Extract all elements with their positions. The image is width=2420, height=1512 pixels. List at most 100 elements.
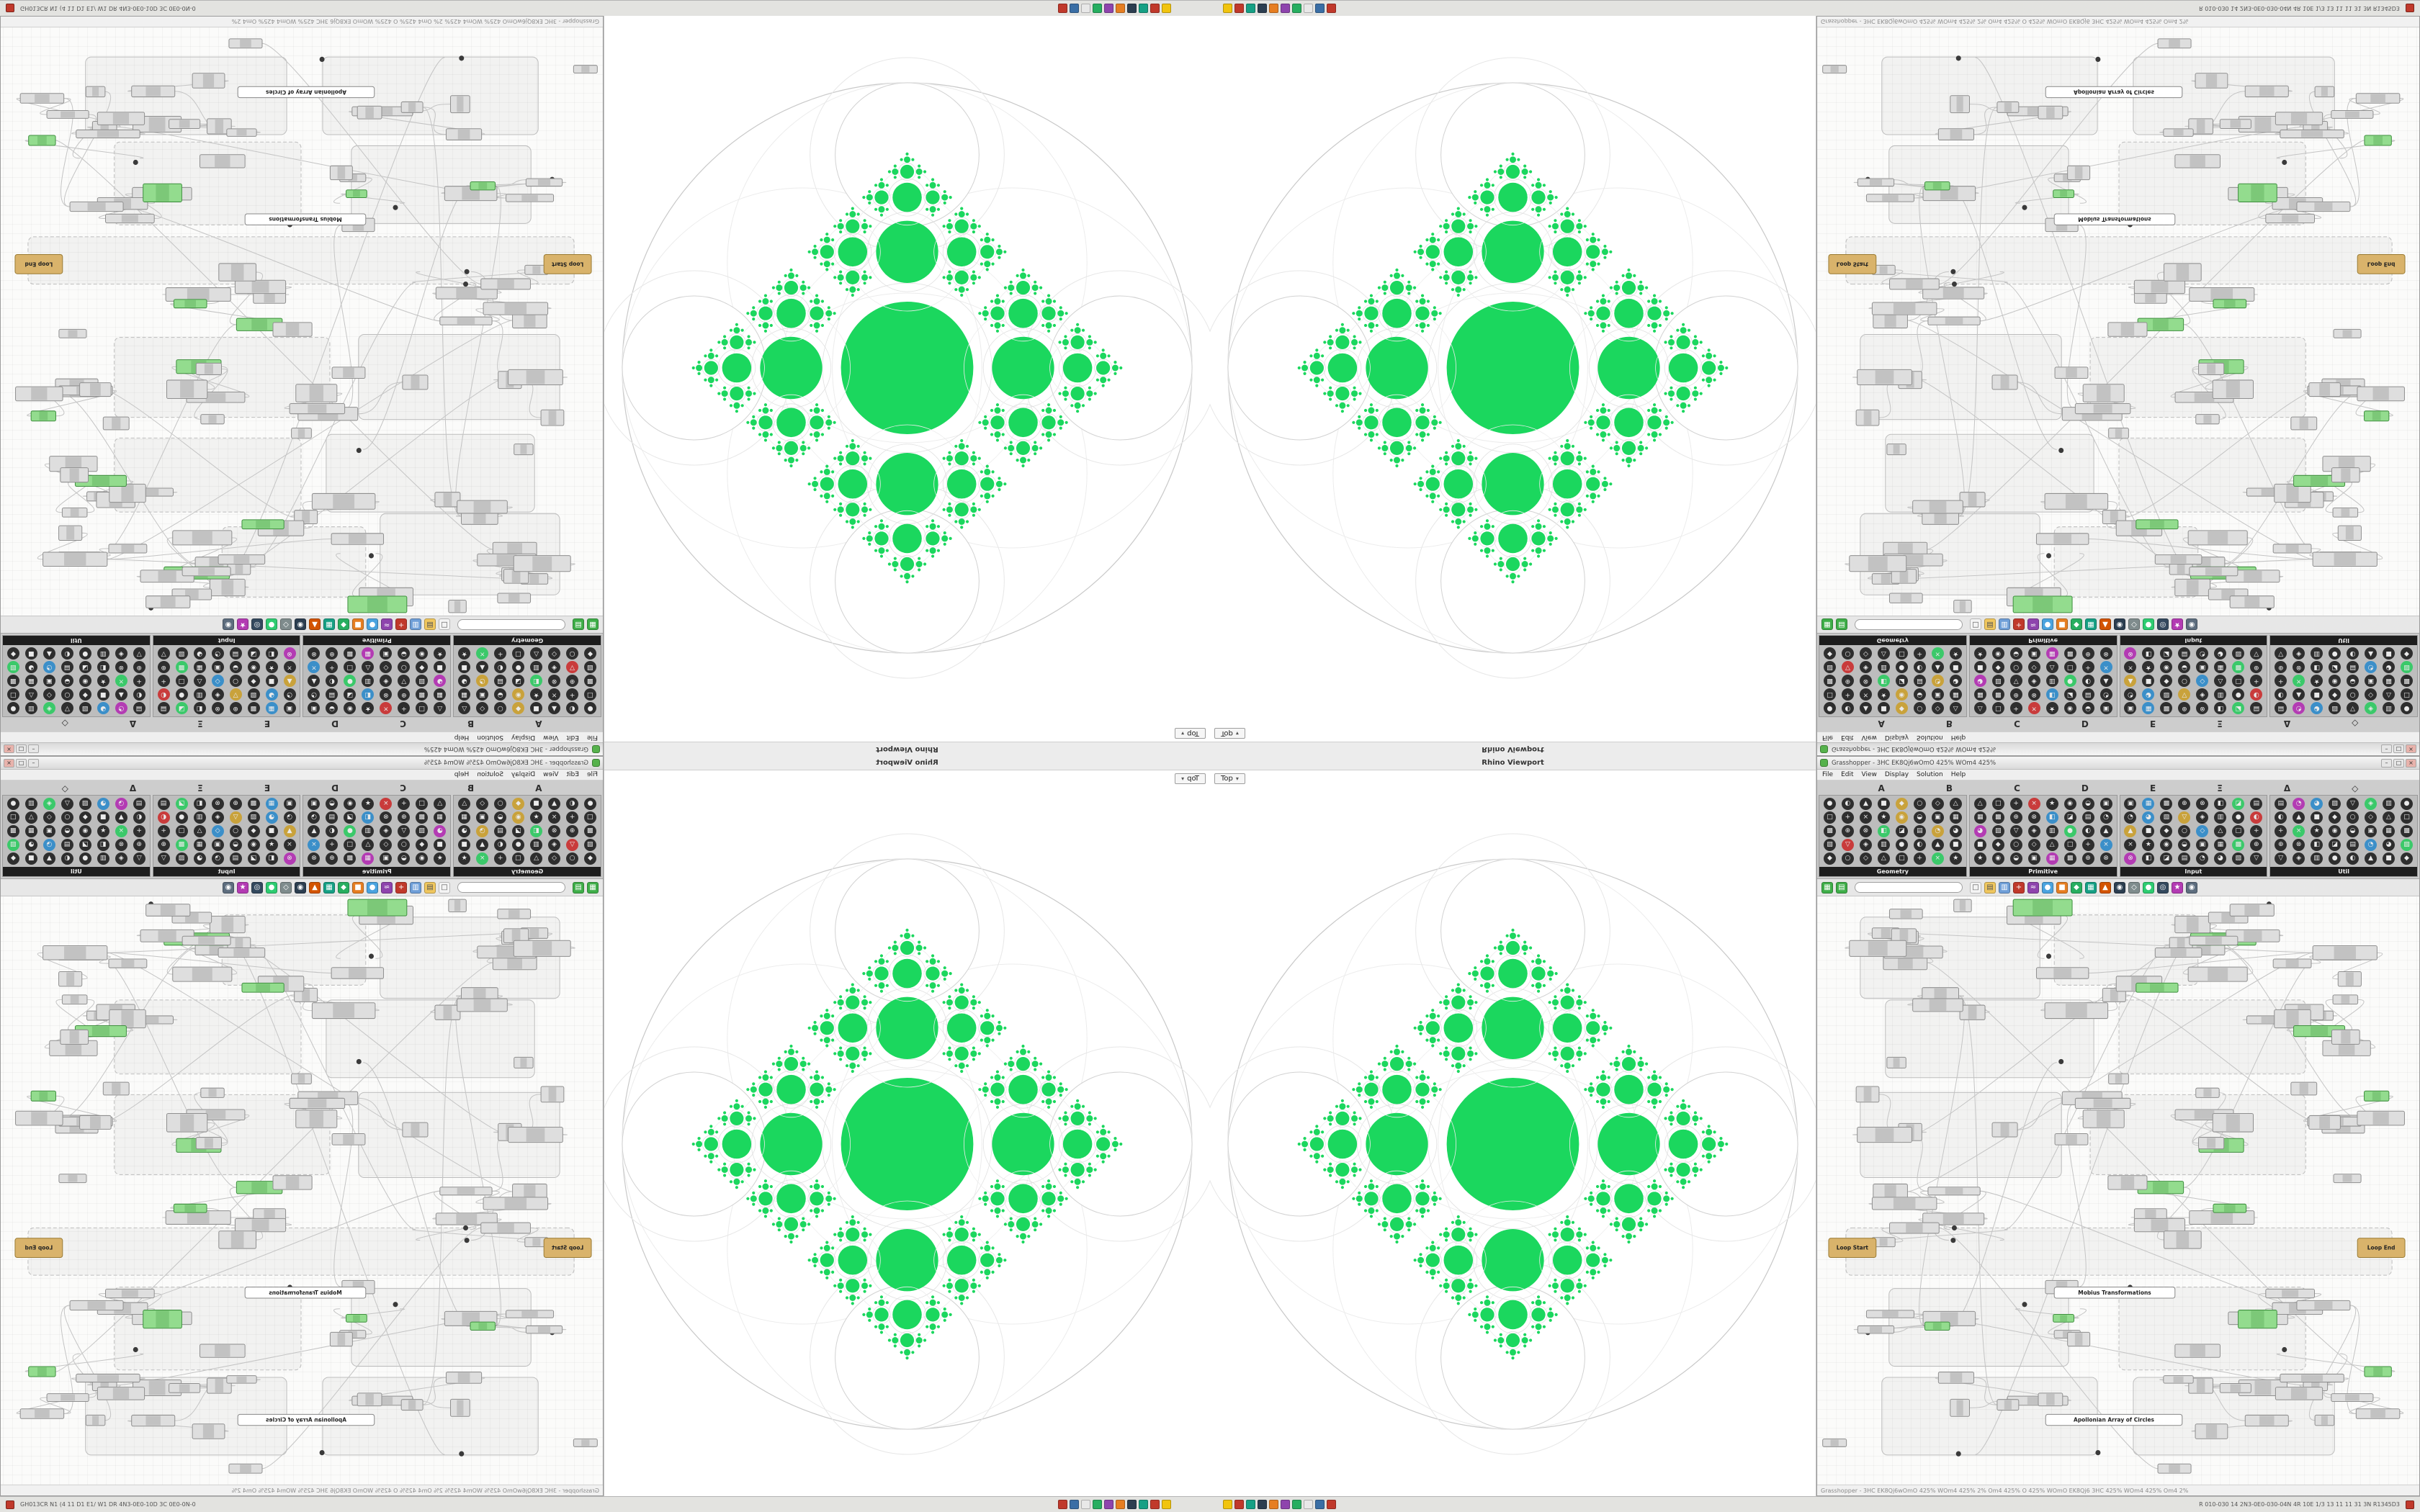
component-icon[interactable]: ◇ [42, 688, 55, 701]
component-icon[interactable]: ◧ [2214, 702, 2227, 714]
component-icon[interactable]: ★ [434, 647, 447, 660]
component-icon[interactable]: □ [2063, 839, 2076, 851]
component-icon[interactable]: ◪ [2329, 661, 2341, 673]
component-icon[interactable]: ⊗ [2293, 839, 2305, 851]
shaded-icon[interactable]: ● [266, 618, 277, 631]
component-icon[interactable]: ◪ [175, 798, 188, 810]
palette-tab-4[interactable]: E [264, 783, 271, 793]
menu-file[interactable]: File [1822, 734, 1834, 741]
label-node[interactable] [237, 1413, 375, 1426]
component-icon[interactable]: ◕ [1973, 675, 1986, 687]
menu-edit[interactable]: Edit [1841, 734, 1854, 741]
component-icon[interactable]: ▣ [1931, 811, 1944, 824]
palette-tab-4[interactable]: E [264, 719, 271, 729]
component-icon[interactable]: ◒ [2009, 852, 2022, 865]
component-icon[interactable]: ◇ [2196, 675, 2209, 687]
component-icon[interactable]: ▽ [2178, 688, 2191, 701]
component-icon[interactable]: ◇ [548, 647, 561, 660]
component-icon[interactable]: ⊕ [2178, 798, 2191, 810]
gh-param-node[interactable] [2282, 1346, 2287, 1353]
component-icon[interactable]: ▣ [42, 675, 55, 687]
component-icon[interactable]: ● [512, 839, 525, 851]
component-icon[interactable]: ▧ [1823, 661, 1836, 673]
component-icon[interactable]: □ [1895, 647, 1908, 660]
component-icon[interactable]: ▲ [308, 825, 321, 837]
component-icon[interactable]: ▧ [6, 661, 19, 673]
component-icon[interactable]: ⊕ [566, 675, 579, 687]
component-icon[interactable]: ○ [1913, 702, 1926, 714]
component-icon[interactable]: ◧ [2311, 661, 2323, 673]
search-input[interactable] [457, 619, 565, 630]
gh-param-node[interactable] [464, 269, 470, 274]
component-icon[interactable]: ○ [494, 702, 507, 714]
component-icon[interactable]: ▦ [24, 825, 37, 837]
component-icon[interactable]: × [308, 661, 321, 673]
component-icon[interactable]: ■ [265, 675, 278, 687]
gh-param-node[interactable] [1951, 1225, 1957, 1231]
component-icon[interactable]: ◆ [2329, 811, 2341, 824]
component-icon[interactable]: ◆ [2160, 825, 2173, 837]
component-icon[interactable]: ● [6, 702, 19, 714]
component-icon[interactable]: × [2293, 825, 2305, 837]
viewport-canvas[interactable] [604, 16, 1210, 726]
wireframe-icon[interactable]: ◇ [280, 618, 292, 631]
component-icon[interactable]: ⊕ [326, 647, 339, 660]
component-icon[interactable]: △ [193, 825, 206, 837]
component-icon[interactable]: ▥ [24, 798, 37, 810]
component-icon[interactable]: ■ [1949, 661, 1962, 673]
component-icon[interactable]: ◕ [434, 675, 447, 687]
component-icon[interactable]: ◆ [79, 811, 91, 824]
component-icon[interactable]: + [133, 825, 145, 837]
component-icon[interactable]: ◇ [380, 661, 393, 673]
component-icon[interactable]: ◒ [229, 661, 242, 673]
component-icon[interactable]: ▽ [60, 798, 73, 810]
component-icon[interactable]: ◇ [1931, 702, 1944, 714]
loop-node[interactable] [14, 253, 63, 274]
component-icon[interactable]: + [157, 675, 170, 687]
save-icon[interactable]: ▥ [1999, 618, 2010, 631]
component-icon[interactable]: ▲ [42, 647, 55, 660]
component-icon[interactable]: ⊗ [1859, 825, 1872, 837]
component-icon[interactable]: ▤ [157, 702, 170, 714]
component-icon[interactable]: ▧ [584, 661, 597, 673]
component-icon[interactable]: ● [175, 688, 188, 701]
tray-sync-icon[interactable] [1139, 4, 1149, 13]
component-icon[interactable]: ▥ [2045, 675, 2058, 687]
component-icon[interactable]: ◪ [2063, 688, 2076, 701]
loop-node[interactable] [2357, 1238, 2406, 1259]
component-icon[interactable]: ◉ [2329, 825, 2341, 837]
wireframe-icon[interactable]: ◇ [2128, 881, 2140, 894]
component-icon[interactable]: ★ [2142, 839, 2155, 851]
component-icon[interactable]: × [1859, 811, 1872, 824]
label-node[interactable] [2053, 213, 2176, 225]
point-icon[interactable]: + [395, 881, 407, 894]
component-icon[interactable]: ■ [265, 825, 278, 837]
component-icon[interactable]: ■ [458, 661, 471, 673]
component-icon[interactable]: ▧ [175, 852, 188, 865]
component-icon[interactable]: ● [1823, 798, 1836, 810]
component-icon[interactable]: ◈ [1859, 661, 1872, 673]
component-icon[interactable]: ▩ [344, 852, 357, 865]
component-icon[interactable]: ◆ [2401, 852, 2414, 865]
component-icon[interactable]: □ [584, 688, 597, 701]
component-icon[interactable]: ▥ [362, 825, 375, 837]
component-icon[interactable]: ◉ [512, 688, 525, 701]
component-icon[interactable]: ◧ [362, 688, 375, 701]
component-icon[interactable]: ◪ [1895, 675, 1908, 687]
gh-param-node[interactable] [2058, 447, 2064, 454]
component-icon[interactable]: ◐ [326, 825, 339, 837]
component-icon[interactable]: ○ [1841, 852, 1854, 865]
close-button[interactable]: × [2406, 744, 2416, 754]
component-icon[interactable]: ▦ [434, 811, 447, 824]
component-icon[interactable]: ◕ [1973, 825, 1986, 837]
component-icon[interactable]: ⊗ [380, 688, 393, 701]
menu-solution[interactable]: Solution [477, 771, 503, 778]
viewport-titlebar[interactable]: Rhino Viewport [604, 742, 1210, 756]
component-icon[interactable]: ★ [1877, 688, 1890, 701]
component-icon[interactable]: ◆ [584, 852, 597, 865]
component-icon[interactable]: ▥ [2383, 702, 2396, 714]
component-icon[interactable]: □ [1991, 798, 2004, 810]
component-icon[interactable]: ▤ [326, 811, 339, 824]
zoom-icon[interactable]: ◎ [251, 618, 263, 631]
gh-param-node[interactable] [2046, 553, 2051, 559]
